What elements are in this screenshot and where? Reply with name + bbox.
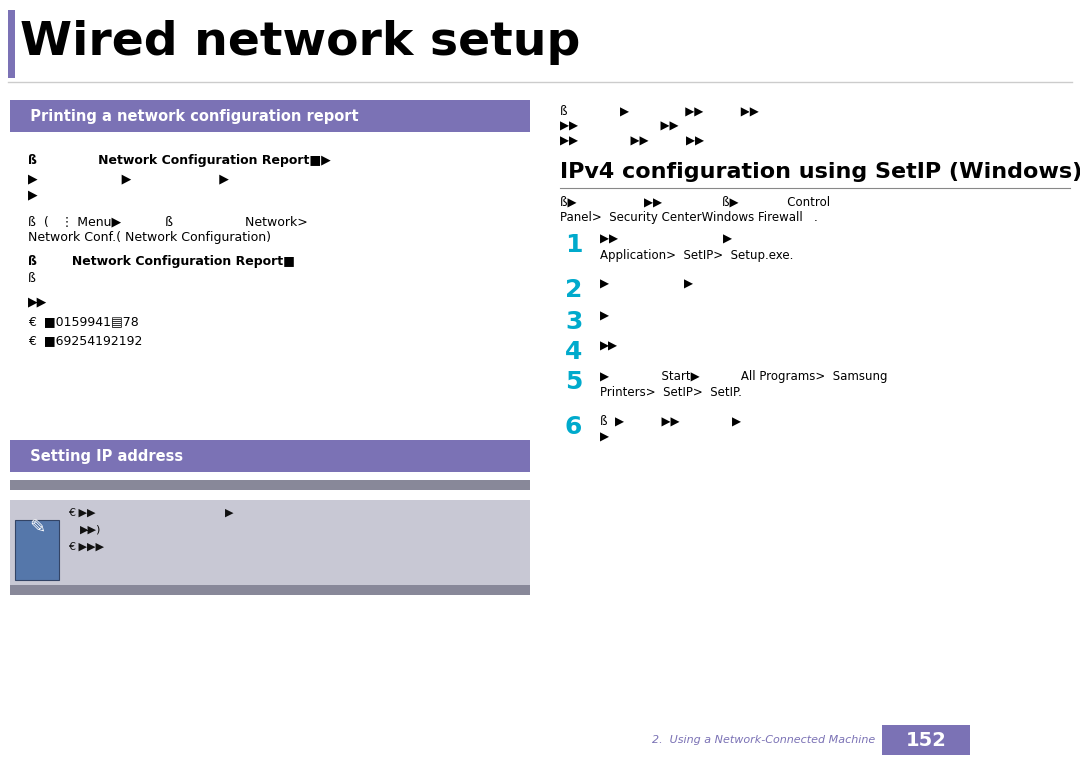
Text: 152: 152	[905, 730, 946, 749]
Text: Wired network setup: Wired network setup	[21, 20, 580, 65]
Text: ▶              Start▶           All Programs>  Samsung: ▶ Start▶ All Programs> Samsung	[600, 370, 888, 383]
Text: ▶: ▶	[600, 431, 609, 444]
Text: € ▶▶▶: € ▶▶▶	[68, 542, 104, 552]
Text: 2: 2	[565, 278, 582, 302]
Text: ▶▶              ▶▶          ▶▶: ▶▶ ▶▶ ▶▶	[561, 135, 704, 148]
Text: 2.  Using a Network-Connected Machine: 2. Using a Network-Connected Machine	[651, 735, 875, 745]
Text: IPv4 configuration using SetIP (Windows): IPv4 configuration using SetIP (Windows)	[561, 162, 1080, 182]
Bar	[10, 585, 530, 595]
Text: €  ■69254192192: € ■69254192192	[28, 334, 143, 347]
Bar	[882, 725, 970, 755]
Text: Network Conf.( Network Configuration): Network Conf.( Network Configuration)	[28, 231, 271, 244]
Bar	[15, 520, 59, 580]
Text: ▶: ▶	[28, 188, 38, 201]
Text: 5: 5	[565, 370, 582, 394]
Text: ß  ▶          ▶▶              ▶: ß ▶ ▶▶ ▶	[600, 415, 741, 428]
Text: ß        Network Configuration Report■: ß Network Configuration Report■	[28, 255, 295, 268]
Text: ▶▶: ▶▶	[600, 340, 618, 353]
Text: € ▶▶                                     ▶: € ▶▶ ▶	[68, 508, 233, 518]
Text: ▶                     ▶                      ▶: ▶ ▶ ▶	[28, 172, 229, 185]
Text: 6: 6	[565, 415, 582, 439]
Text: Printers>  SetIP>  SetIP.: Printers> SetIP> SetIP.	[600, 386, 742, 399]
Bar	[10, 500, 530, 585]
Text: ß  (   ⋮ Menu▶           ß                  Network>: ß ( ⋮ Menu▶ ß Network>	[28, 215, 308, 228]
Text: ▶: ▶	[600, 310, 609, 323]
Text: ▶                    ▶: ▶ ▶	[600, 278, 693, 291]
Text: ß              Network Configuration Report■▶: ß Network Configuration Report■▶	[28, 154, 330, 167]
Text: ✎: ✎	[29, 519, 45, 537]
Text: ß: ß	[28, 272, 36, 285]
Text: Setting IP address: Setting IP address	[21, 449, 184, 463]
Text: 1: 1	[565, 233, 582, 257]
Text: ß▶                  ▶▶                ß▶             Control: ß▶ ▶▶ ß▶ Control	[561, 196, 831, 209]
Text: Printing a network configuration report: Printing a network configuration report	[21, 108, 359, 124]
Text: Application>  SetIP>  Setup.exe.: Application> SetIP> Setup.exe.	[600, 249, 794, 262]
Bar	[10, 100, 530, 132]
Bar	[10, 440, 530, 472]
Text: ▶▶): ▶▶)	[80, 524, 102, 534]
Text: ▶▶: ▶▶	[28, 295, 48, 308]
Text: 4: 4	[565, 340, 582, 364]
Bar	[10, 480, 530, 490]
Bar	[8, 10, 15, 78]
Text: €  ■0159941▤78: € ■0159941▤78	[28, 315, 138, 328]
Text: 3: 3	[565, 310, 582, 334]
Text: ▶▶                            ▶: ▶▶ ▶	[600, 233, 732, 246]
Text: ß              ▶               ▶▶          ▶▶: ß ▶ ▶▶ ▶▶	[561, 105, 759, 118]
Text: ▶▶                      ▶▶: ▶▶ ▶▶	[561, 120, 678, 133]
Text: Panel>  Security CenterWindows Firewall   .: Panel> Security CenterWindows Firewall .	[561, 211, 818, 224]
